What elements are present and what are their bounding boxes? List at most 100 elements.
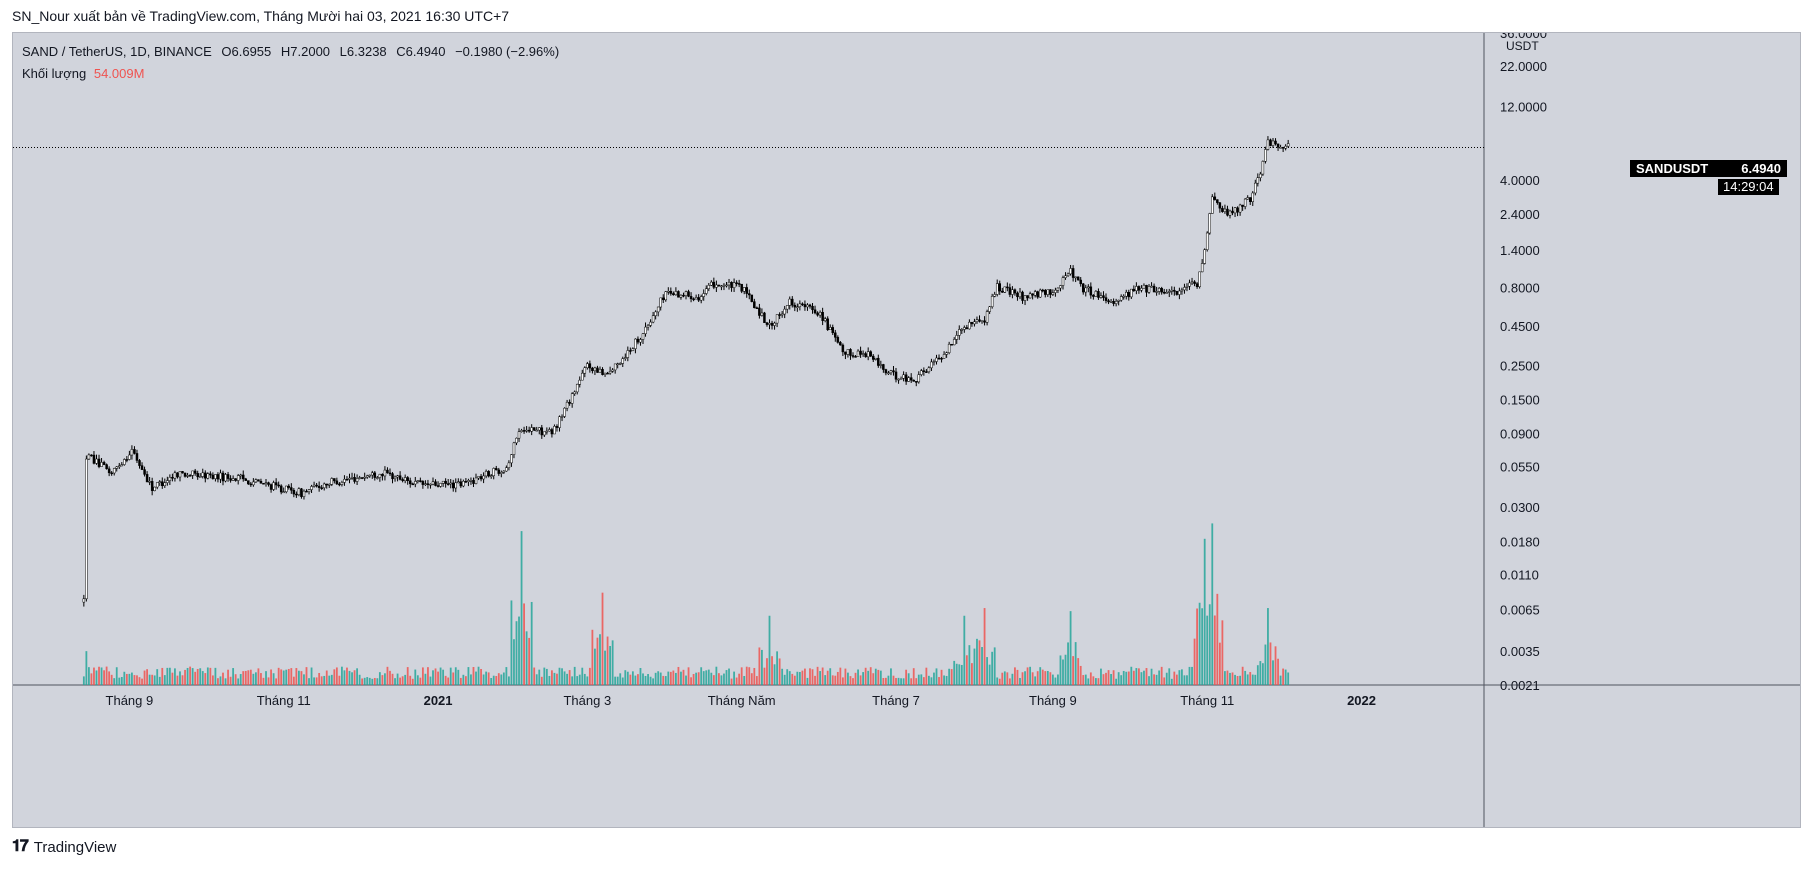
volume-bar [176,675,179,685]
candle-body [1087,286,1090,289]
volume-bar [376,678,379,685]
candle-body [305,490,308,493]
volume-bar [305,667,308,685]
candle-body [510,454,513,464]
volume-bar [624,670,627,685]
volume-bar [229,676,232,685]
volume-bar [667,671,670,685]
candle-body [624,357,627,359]
symbol-line[interactable]: SAND / TetherUS, 1D, BINANCE [22,44,212,59]
volume-bar [222,672,224,685]
candle-body [168,477,172,481]
candle-body [538,427,541,431]
volume-bar [1008,678,1011,685]
candle-body [864,353,867,358]
candle-body [90,454,93,457]
candle-body [85,458,88,600]
volume-bar [879,670,882,685]
volume-bar [462,674,465,685]
candle-body [742,287,746,292]
candle-body [603,372,607,375]
volume-bar [394,678,396,685]
candle-body [745,287,748,294]
candle-body [1276,143,1280,148]
price-tick-label: 0.1500 [1500,393,1540,408]
candle-body [368,474,371,477]
candle-body [942,354,946,359]
volume-bar [884,677,887,685]
candle-body [1054,289,1057,293]
volume-bar [578,674,581,685]
candle-body [1211,196,1214,214]
candle-body [343,478,346,483]
candle-body [467,480,470,482]
candle-body [664,291,668,301]
volume-bar [637,674,639,685]
candle-body [540,427,544,436]
volume-bar [778,658,781,685]
volume-bar [282,670,285,685]
volume-bar [644,675,647,685]
volume-bar [538,669,541,685]
candle-body [360,477,364,479]
candle-body [345,478,349,481]
candle-body [778,314,781,316]
volume-bar [1094,678,1097,685]
volume-bar [199,668,202,685]
candle-body [753,301,756,308]
volume-label[interactable]: Khối lượng [22,66,87,81]
volume-bar [1213,615,1216,685]
volume-bar [1135,668,1138,685]
volume-bar [290,668,293,685]
volume-bar [495,676,498,685]
candle-body [451,482,455,489]
volume-bar [925,667,928,685]
candle-body [439,483,442,487]
volume-bar [424,673,427,685]
volume-bar [515,621,518,685]
footer-brand[interactable]: 𝟏𝟕 TradingView [12,838,116,856]
candle-body [796,306,799,309]
candle-body [613,363,617,371]
volume-bar [971,663,973,685]
volume-bar [1054,677,1057,685]
price-unit-label: USDT [1506,39,1539,53]
volume-bar [189,666,192,685]
candle-body [257,479,260,482]
candle-body [416,480,420,482]
chart-area[interactable]: 0.0021 0.0035 0.0065 0.0110 0.0180 0.0300 0.05… [12,32,1801,828]
candle-body [92,454,96,464]
volume-bar [93,667,95,685]
candle-body [381,473,384,477]
volume-bar [1244,670,1247,685]
volume-bar [1229,672,1231,685]
candle-body [133,449,136,454]
volume-bar [657,671,660,685]
volume-bar [1208,604,1211,685]
volume-bar [166,667,169,685]
volume-bar [826,670,829,685]
volume-bar [571,676,574,685]
candle-body [1195,283,1199,287]
publish-line: SN_Nour xuất bản về TradingView.com, Thá… [12,8,510,24]
volume-bar [523,603,525,685]
candle-body [464,481,468,483]
volume-bar [917,674,920,685]
volume-bar [556,673,558,685]
candle-body [570,393,574,404]
volume-bar [619,673,622,685]
candle-body [960,329,964,331]
candle-body [712,281,716,288]
candle-body [1236,207,1239,213]
candle-body [317,485,321,488]
candle-body [869,351,872,357]
price-tick-label: 0.2500 [1500,358,1540,373]
candle-body [1284,145,1287,149]
volume-bar [1011,673,1014,685]
volume-bar [174,668,176,685]
volume-bar [963,615,966,685]
price-chart[interactable]: 0.0021 0.0035 0.0065 0.0110 0.0180 0.0300 0.05… [13,33,1800,827]
candle-body [135,453,139,461]
volume-bar [834,675,837,685]
volume-bar [654,672,657,685]
